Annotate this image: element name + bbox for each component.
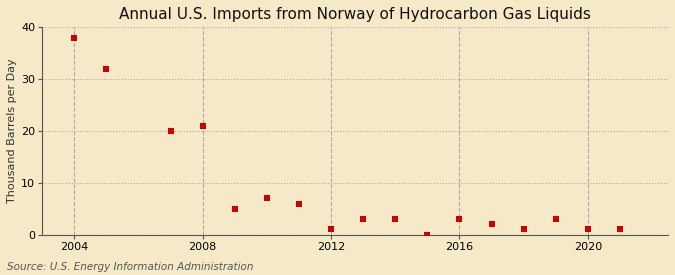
Point bbox=[583, 227, 593, 232]
Point bbox=[518, 227, 529, 232]
Point bbox=[197, 123, 208, 128]
Point bbox=[325, 227, 336, 232]
Point bbox=[422, 232, 433, 237]
Point bbox=[294, 201, 304, 206]
Point bbox=[101, 67, 112, 71]
Point bbox=[454, 217, 465, 221]
Point bbox=[261, 196, 272, 200]
Point bbox=[230, 207, 240, 211]
Point bbox=[69, 35, 80, 40]
Point bbox=[486, 222, 497, 226]
Point bbox=[165, 129, 176, 133]
Point bbox=[358, 217, 369, 221]
Point bbox=[614, 227, 625, 232]
Y-axis label: Thousand Barrels per Day: Thousand Barrels per Day bbox=[7, 59, 17, 203]
Point bbox=[390, 217, 401, 221]
Point bbox=[550, 217, 561, 221]
Title: Annual U.S. Imports from Norway of Hydrocarbon Gas Liquids: Annual U.S. Imports from Norway of Hydro… bbox=[119, 7, 591, 22]
Text: Source: U.S. Energy Information Administration: Source: U.S. Energy Information Administ… bbox=[7, 262, 253, 272]
